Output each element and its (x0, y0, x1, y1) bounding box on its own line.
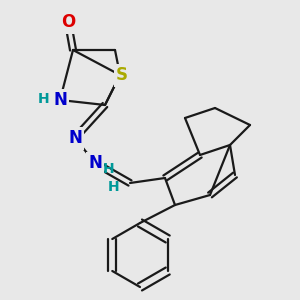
Text: H: H (38, 92, 50, 106)
Text: S: S (116, 66, 128, 84)
Text: O: O (61, 13, 75, 31)
Text: N: N (88, 154, 102, 172)
Text: H: H (108, 180, 120, 194)
Text: N: N (68, 129, 82, 147)
Text: H: H (103, 162, 115, 176)
Text: N: N (53, 91, 67, 109)
